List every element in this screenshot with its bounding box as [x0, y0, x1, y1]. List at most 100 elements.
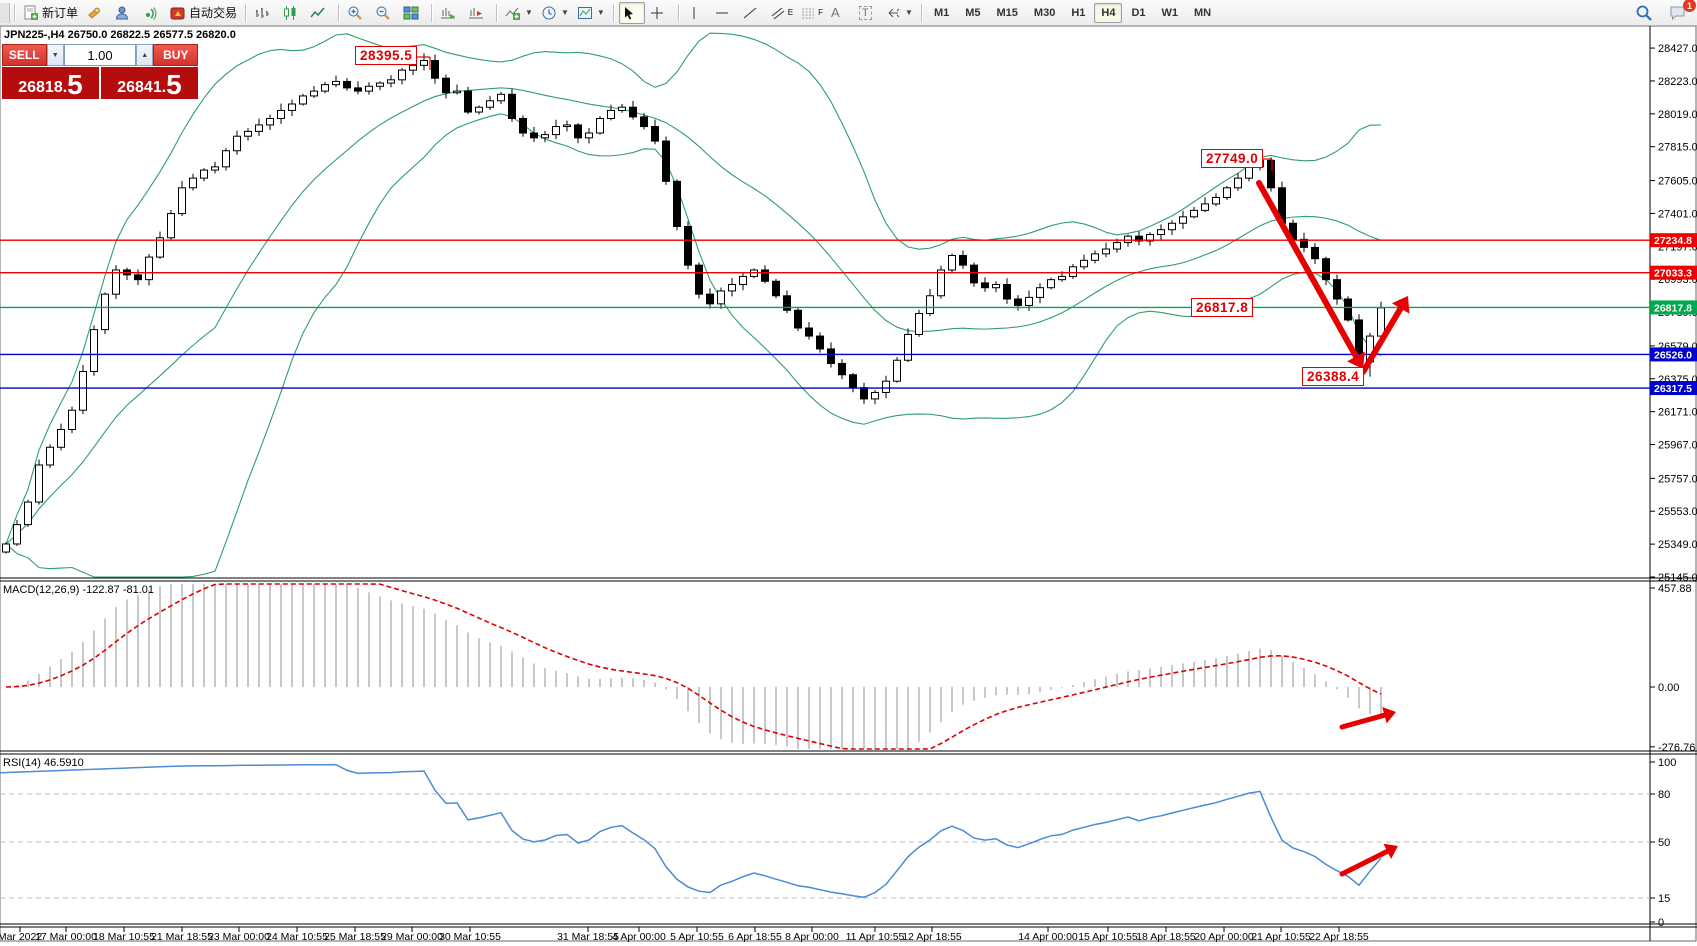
volume-down-stepper[interactable]: ▼	[46, 44, 64, 66]
candle-chart-mode-button[interactable]	[279, 2, 305, 24]
svg-text:8 Apr 00:00: 8 Apr 00:00	[785, 931, 839, 943]
volume-up-stepper[interactable]: ▲	[136, 44, 154, 66]
rsi-indicator-label: RSI(14) 46.5910	[3, 757, 84, 769]
svg-text:26171.0: 26171.0	[1658, 407, 1697, 419]
tile-windows-button[interactable]	[400, 2, 426, 24]
bollinger-bands	[5, 32, 1382, 578]
svg-text:14 Apr 00:00: 14 Apr 00:00	[1018, 931, 1078, 943]
ask-price-display[interactable]: 26841. 5	[101, 67, 198, 99]
timeframe-button-M5[interactable]: M5	[965, 6, 981, 19]
timeframe-button-M30[interactable]: M30	[1033, 6, 1056, 19]
clipped-toolbar-button[interactable]	[0, 2, 10, 23]
shapes-tool-button[interactable]: ▼	[884, 2, 916, 24]
text-tool-button[interactable]: A	[828, 2, 854, 24]
bid-price-main: 26818.	[18, 79, 68, 96]
horizontal-line-tool-button[interactable]	[712, 2, 738, 24]
auto-scroll-button[interactable]	[437, 2, 463, 24]
zoom-out-button[interactable]	[372, 2, 398, 24]
crosshair-tool-button[interactable]	[647, 2, 673, 24]
tile-windows-icon	[403, 6, 419, 19]
shapes-icon	[888, 8, 900, 17]
svg-text:0: 0	[1658, 917, 1664, 929]
sell-button[interactable]: SELL	[2, 44, 47, 66]
new-order-label: 新订单	[42, 6, 79, 20]
periods-button[interactable]: ▼	[538, 2, 572, 24]
svg-text:20 Apr 00:00: 20 Apr 00:00	[1194, 931, 1254, 943]
chart-shift-button[interactable]	[465, 2, 491, 24]
toolbar-separator	[920, 3, 922, 22]
ask-price-main: 26841.	[117, 79, 167, 96]
horizontal-level-lines	[0, 239, 1650, 389]
svg-text:25757.0: 25757.0	[1658, 473, 1697, 485]
horizontal-line-icon	[715, 12, 728, 13]
svg-text:28019.0: 28019.0	[1658, 109, 1697, 121]
zoom-out-icon	[376, 6, 390, 20]
candlestick-icon	[284, 5, 296, 20]
clock-icon	[542, 6, 556, 19]
svg-text:80: 80	[1658, 789, 1670, 801]
zoom-in-button[interactable]	[344, 2, 370, 24]
bar-chart-mode-button[interactable]	[251, 2, 277, 24]
svg-text:27033.3: 27033.3	[1654, 268, 1692, 280]
profile-button[interactable]	[111, 2, 137, 24]
timeframe-button-M1[interactable]: M1	[933, 6, 950, 19]
fibonacci-icon	[802, 8, 815, 18]
price-callout-27749[interactable]: 27749.0	[1201, 149, 1264, 168]
svg-text:-276.76: -276.76	[1658, 742, 1695, 754]
price-callout-26388[interactable]: 26388.4	[1302, 367, 1365, 386]
search-icon	[1636, 5, 1652, 21]
channel-icon	[771, 7, 785, 19]
autotrading-label: 自动交易	[189, 6, 238, 20]
price-callout-26817[interactable]: 26817.8	[1191, 298, 1254, 317]
svg-text:25 Mar 18:55: 25 Mar 18:55	[324, 931, 386, 943]
trendline-tool-button[interactable]	[740, 2, 766, 24]
svg-text:26526.0: 26526.0	[1654, 349, 1692, 361]
timeframe-button-H4[interactable]: H4	[1094, 2, 1123, 23]
channel-tool-button[interactable]: E	[768, 2, 796, 24]
svg-text:22 Apr 18:55: 22 Apr 18:55	[1309, 931, 1369, 943]
svg-text:23 Mar 00:00: 23 Mar 00:00	[208, 931, 270, 943]
market-watch-button[interactable]	[83, 2, 109, 24]
vertical-line-tool-button[interactable]	[684, 2, 710, 24]
svg-text:28427.0: 28427.0	[1658, 43, 1697, 55]
timeframe-button-D1[interactable]: D1	[1131, 6, 1146, 19]
svg-text:6 Apr 18:55: 6 Apr 18:55	[728, 931, 782, 943]
svg-text:25349.0: 25349.0	[1658, 539, 1697, 551]
svg-text:Mar 2022: Mar 2022	[0, 931, 42, 943]
svg-text:27815.0: 27815.0	[1658, 142, 1697, 154]
toolbar-separator	[496, 3, 498, 22]
toolbar-separator	[245, 3, 247, 22]
label-tool-button[interactable]: T	[856, 2, 882, 24]
templates-button[interactable]: ▼	[574, 2, 608, 24]
volume-input[interactable]	[64, 44, 136, 66]
bid-price-display[interactable]: 26818. 5	[2, 67, 99, 99]
label-tool-icon: T	[859, 5, 872, 20]
timeframe-button-H1[interactable]: H1	[1071, 6, 1086, 19]
svg-text:26317.5: 26317.5	[1654, 383, 1692, 395]
svg-text:12 Apr 18:55: 12 Apr 18:55	[902, 931, 962, 943]
cursor-tool-button[interactable]	[618, 1, 645, 24]
callout-connectors	[414, 56, 1273, 171]
signals-button[interactable]	[139, 2, 165, 24]
search-button[interactable]	[1632, 2, 1658, 24]
price-callout-28395[interactable]: 28395.5	[355, 46, 418, 65]
new-order-button[interactable]: 新订单	[20, 2, 81, 24]
fibonacci-tool-button[interactable]: F	[798, 2, 826, 24]
notifications-button[interactable]: 1	[1666, 0, 1696, 24]
line-chart-mode-button[interactable]	[307, 2, 333, 24]
timeframe-button-W1[interactable]: W1	[1161, 6, 1179, 19]
toolbar-separator	[14, 3, 15, 22]
toolbar-separator	[431, 3, 433, 22]
notification-badge: 1	[1683, 0, 1696, 12]
autotrading-button[interactable]: 自动交易	[167, 2, 240, 24]
template-icon	[577, 6, 592, 19]
buy-button[interactable]: BUY	[153, 44, 198, 66]
timeframe-button-MN[interactable]: MN	[1194, 6, 1212, 19]
svg-text:21 Mar 18:55: 21 Mar 18:55	[151, 931, 213, 943]
person-icon	[116, 6, 129, 19]
svg-text:0.00: 0.00	[1658, 682, 1679, 694]
indicators-button[interactable]: ▼	[502, 2, 536, 24]
timeframe-button-M15[interactable]: M15	[996, 6, 1018, 19]
